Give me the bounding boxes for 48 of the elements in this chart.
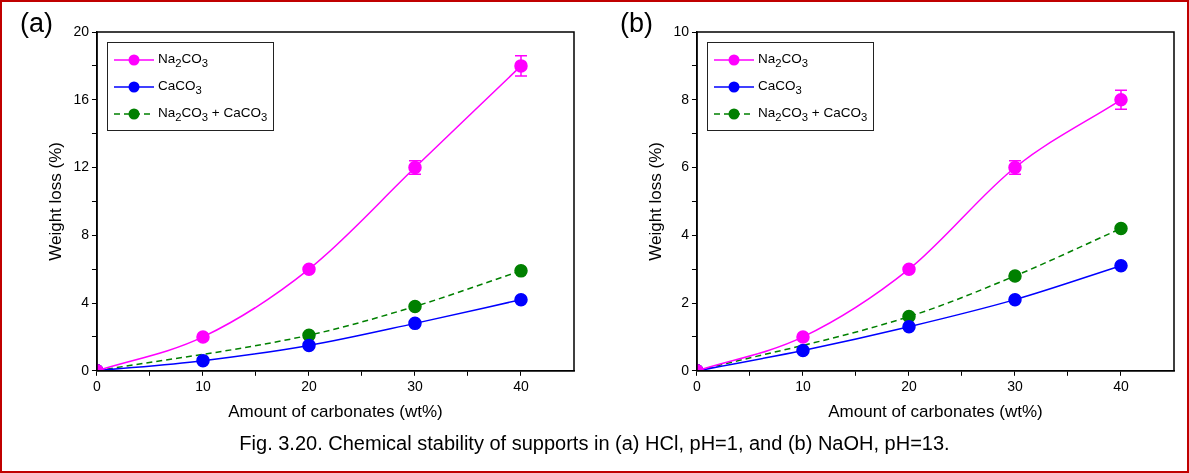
text: (a): [20, 8, 53, 39]
legend-label: CaCO$_{3}$: [757, 77, 802, 96]
point: [902, 262, 916, 276]
x-tick-label: 0: [93, 378, 102, 395]
point: [1008, 292, 1022, 307]
point: [1008, 269, 1022, 283]
point: [514, 264, 528, 278]
legend-label: Na$_{2}$CO$_{3}$ + CaCO$_{3}$: [157, 104, 268, 123]
x-tick-label: 20: [901, 378, 917, 395]
legend-label: Na$_{2}$CO$_{3}$: [757, 50, 809, 69]
x-axis-title: Amount of carbonates (wt%): [228, 402, 443, 422]
x-tick-label: 40: [1113, 378, 1129, 395]
point: [196, 330, 210, 344]
x-tick-label: 30: [407, 378, 423, 395]
y-tick-label: 12: [73, 158, 90, 175]
x-tick-label: 20: [301, 378, 317, 395]
x-tick-label: 30: [1007, 378, 1023, 395]
y-tick-label: 4: [681, 226, 690, 243]
legend-label: Na$_{2}$CO$_{3}$ + CaCO$_{3}$: [757, 104, 868, 123]
point: [514, 292, 528, 307]
point: [1114, 259, 1128, 273]
x-tick-label: 40: [513, 378, 529, 395]
point: [408, 316, 422, 331]
point: [796, 343, 810, 358]
x-axis-title: Amount of carbonates (wt%): [828, 402, 1043, 422]
x-tick-label: 10: [795, 378, 811, 395]
point: [408, 299, 422, 314]
y-tick-label: 2: [681, 293, 690, 310]
text: (b): [620, 8, 653, 39]
x-tick-label: 0: [693, 378, 702, 395]
y-tick-label: 8: [81, 226, 90, 243]
y-tick-label: 8: [681, 90, 690, 107]
y-axis-title: Weight loss (%): [45, 142, 65, 261]
point: [796, 330, 810, 344]
legend-label: Na$_{2}$CO$_{3}$: [157, 50, 209, 69]
point: [196, 353, 210, 368]
y-tick-label: 0: [681, 361, 690, 378]
y-axis-title: Weight loss (%): [645, 142, 665, 261]
y-tick-label: 4: [81, 293, 90, 310]
y-tick-label: 16: [73, 90, 90, 107]
x-tick-label: 10: [195, 378, 211, 395]
y-tick-label: 0: [81, 361, 90, 378]
y-tick-label: 6: [681, 158, 690, 175]
point: [302, 262, 316, 276]
point: [302, 338, 316, 353]
point: [902, 320, 916, 334]
legend-label: CaCO$_{3}$: [157, 77, 202, 96]
point: [1114, 221, 1128, 236]
